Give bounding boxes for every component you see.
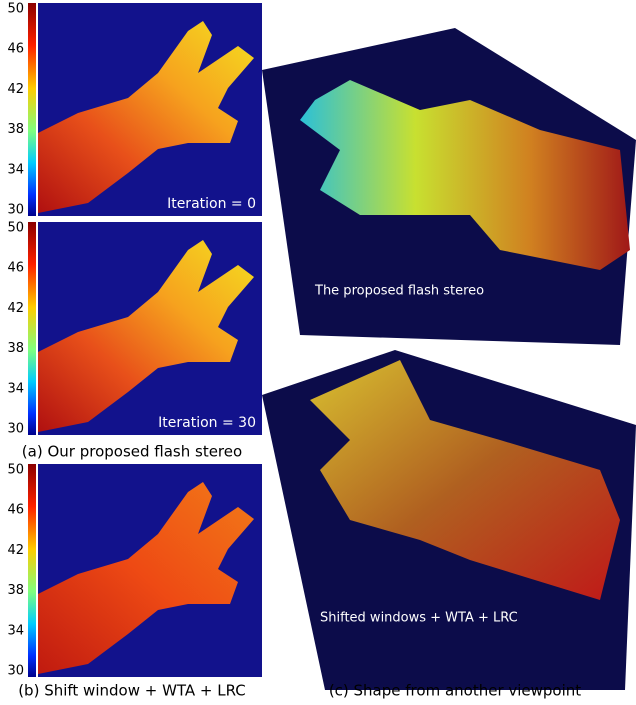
colorbar: [28, 464, 36, 677]
colorbar-tick-label: 50: [7, 2, 24, 17]
view-label: Shifted windows + WTA + LRC: [320, 611, 518, 626]
caption: (b) Shift window + WTA + LRC: [18, 682, 246, 700]
colorbar-tick-label: 50: [7, 463, 24, 478]
caption: (c) Shape from another viewpoint: [329, 682, 581, 700]
colorbar-tick-label: 46: [7, 261, 24, 276]
colorbar-tick-label: 38: [7, 122, 24, 137]
colorbar-tick-label: 30: [7, 203, 24, 218]
colorbar-tick-label: 38: [7, 341, 24, 356]
colorbar: [28, 222, 36, 435]
colorbar-tick-label: 42: [7, 543, 24, 558]
colorbar-tick-label: 34: [7, 623, 24, 638]
iteration-label: Iteration = 0: [167, 196, 256, 212]
hand-surface: [310, 360, 620, 600]
colorbar-tick-label: 30: [7, 422, 24, 437]
iteration-label: Iteration = 30: [158, 415, 256, 431]
hand-surface: [300, 80, 630, 270]
colorbar-tick-label: 34: [7, 381, 24, 396]
hand-depth: [38, 482, 254, 674]
hand-depth: [38, 240, 254, 432]
depth-panel: 50 46 42 38 34 30 Iteration = 0: [7, 2, 262, 218]
caption: (a) Our proposed flash stereo: [22, 443, 242, 461]
colorbar-tick-label: 42: [7, 301, 24, 316]
colorbar-tick-label: 46: [7, 42, 24, 57]
colorbar-tick-label: 46: [7, 503, 24, 518]
colorbar-tick-label: 38: [7, 583, 24, 598]
colorbar: [28, 3, 36, 216]
depth-panel: 50 46 42 38 34 30: [7, 463, 262, 679]
colorbar-tick-label: 30: [7, 664, 24, 679]
view-label: The proposed flash stereo: [314, 284, 484, 299]
colorbar-tick-label: 34: [7, 162, 24, 177]
depth-panel: 50 46 42 38 34 30 Iteration = 30: [7, 221, 262, 437]
hand-depth: [38, 21, 254, 213]
colorbar-tick-label: 50: [7, 221, 24, 236]
colorbar-tick-label: 42: [7, 82, 24, 97]
